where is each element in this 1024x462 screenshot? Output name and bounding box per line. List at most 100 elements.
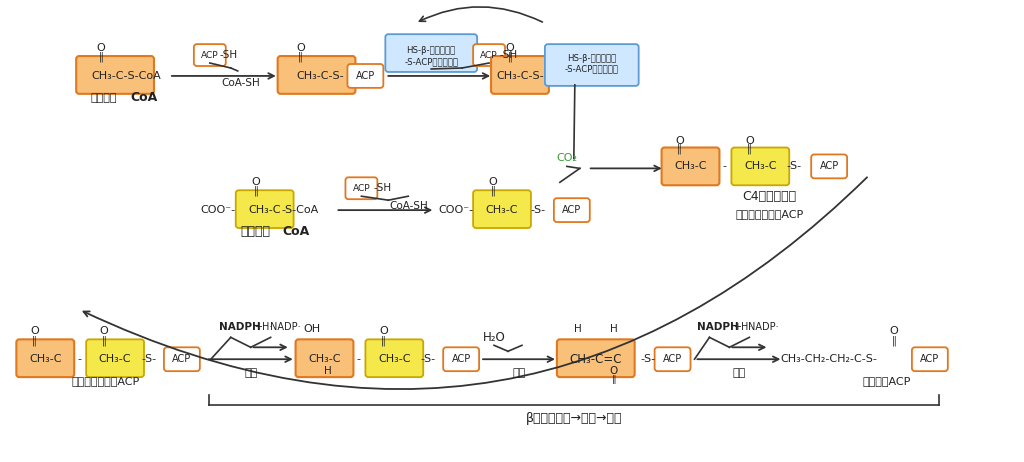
FancyBboxPatch shape	[473, 44, 505, 66]
Text: ACP: ACP	[352, 184, 371, 193]
Text: ACP: ACP	[172, 354, 191, 364]
Text: CH₃-C: CH₃-C	[249, 205, 281, 215]
Text: -S-: -S-	[786, 161, 802, 171]
FancyBboxPatch shape	[347, 64, 383, 88]
FancyBboxPatch shape	[557, 340, 635, 377]
Text: -S-ACPシンターゼ: -S-ACPシンターゼ	[565, 65, 618, 73]
FancyBboxPatch shape	[16, 340, 74, 377]
Text: CO₂: CO₂	[556, 153, 578, 164]
FancyBboxPatch shape	[86, 340, 144, 377]
FancyBboxPatch shape	[806, 340, 959, 377]
Text: ACP: ACP	[452, 354, 471, 364]
FancyBboxPatch shape	[492, 56, 549, 94]
FancyBboxPatch shape	[554, 198, 590, 222]
Text: -S-CoA: -S-CoA	[282, 205, 319, 215]
Text: NADP·: NADP·	[270, 322, 301, 333]
Text: CoA: CoA	[130, 91, 158, 104]
Text: -S-ACPシンターゼ: -S-ACPシンターゼ	[404, 58, 458, 67]
Text: CoA: CoA	[282, 225, 309, 238]
Text: NADP·: NADP·	[748, 322, 778, 333]
Text: O: O	[609, 366, 617, 376]
Text: -: -	[356, 354, 360, 364]
Text: O: O	[506, 43, 514, 53]
Text: CH₃-C=C: CH₃-C=C	[569, 353, 622, 366]
FancyBboxPatch shape	[662, 147, 720, 185]
Text: O: O	[251, 177, 260, 187]
Text: O: O	[379, 326, 388, 336]
Text: β酸化は酸化→水和→酸化: β酸化は酸化→水和→酸化	[525, 413, 623, 426]
FancyBboxPatch shape	[473, 190, 531, 228]
Text: +H·: +H·	[733, 322, 752, 333]
Text: 脱水: 脱水	[512, 368, 525, 378]
FancyBboxPatch shape	[385, 34, 477, 72]
FancyBboxPatch shape	[912, 347, 948, 371]
Text: ‖: ‖	[298, 52, 303, 62]
FancyBboxPatch shape	[366, 340, 423, 377]
Text: ‖: ‖	[32, 335, 37, 346]
Text: ‖: ‖	[677, 143, 682, 154]
Text: NADPH: NADPH	[697, 322, 739, 333]
Text: 還元: 還元	[733, 368, 746, 378]
FancyBboxPatch shape	[545, 44, 639, 86]
Text: -S-: -S-	[530, 205, 546, 215]
Text: CoA-SH: CoA-SH	[221, 78, 260, 88]
Text: マロニル: マロニル	[241, 225, 270, 238]
FancyBboxPatch shape	[654, 347, 690, 371]
Text: H: H	[610, 324, 617, 334]
FancyBboxPatch shape	[443, 347, 479, 371]
Text: +H·: +H·	[255, 322, 272, 333]
Text: -SH: -SH	[374, 183, 391, 193]
Text: H: H	[324, 366, 332, 376]
Text: ‖: ‖	[381, 335, 386, 346]
Text: CH₃-C: CH₃-C	[485, 205, 518, 215]
Text: HS-β-ケトアシル: HS-β-ケトアシル	[567, 54, 616, 62]
Text: O: O	[30, 326, 39, 336]
FancyBboxPatch shape	[296, 340, 353, 377]
FancyBboxPatch shape	[194, 44, 225, 66]
FancyBboxPatch shape	[76, 56, 154, 94]
Text: CH₃-C: CH₃-C	[99, 354, 131, 364]
Text: CH₃-C: CH₃-C	[308, 354, 341, 364]
Text: O: O	[745, 135, 754, 146]
Text: NADPH: NADPH	[219, 322, 260, 333]
FancyBboxPatch shape	[278, 56, 355, 94]
Text: O: O	[890, 326, 898, 336]
Text: アセトアセチルACP: アセトアセチルACP	[735, 209, 804, 219]
Text: O: O	[675, 135, 684, 146]
FancyBboxPatch shape	[345, 177, 378, 199]
Text: -: -	[722, 161, 726, 171]
Text: -S-: -S-	[141, 354, 157, 364]
Text: -S-: -S-	[640, 354, 655, 364]
Text: O: O	[296, 43, 305, 53]
Text: ブチリルACP: ブチリルACP	[863, 376, 911, 386]
Text: COO⁻-: COO⁻-	[438, 205, 473, 215]
Text: ACP: ACP	[480, 50, 498, 60]
Text: -: -	[77, 354, 81, 364]
Text: ACP: ACP	[921, 354, 939, 364]
Text: CH₃-CH₂-CH₂-C-S-: CH₃-CH₂-CH₂-C-S-	[780, 354, 878, 364]
Text: CH₃-C-S-: CH₃-C-S-	[497, 71, 544, 81]
Text: 還元: 還元	[244, 368, 257, 378]
Text: ACP: ACP	[355, 71, 375, 81]
Text: ‖: ‖	[98, 52, 103, 62]
Text: ‖: ‖	[490, 186, 496, 196]
Text: O: O	[96, 43, 105, 53]
Text: ‖: ‖	[746, 143, 752, 154]
Text: O: O	[99, 326, 109, 336]
Text: CH₃-C-S-: CH₃-C-S-	[297, 71, 344, 81]
Text: アセトアセチルACP: アセトアセチルACP	[72, 376, 140, 386]
FancyBboxPatch shape	[811, 154, 847, 178]
Text: -S-: -S-	[421, 354, 436, 364]
Text: O: O	[488, 177, 498, 187]
Text: ‖: ‖	[253, 186, 258, 196]
Text: ‖: ‖	[611, 375, 616, 383]
Text: ACP: ACP	[663, 354, 682, 364]
FancyBboxPatch shape	[236, 190, 294, 228]
Text: H: H	[573, 324, 582, 334]
Text: ‖: ‖	[101, 335, 106, 346]
Text: ‖: ‖	[508, 52, 512, 62]
Text: アセチル: アセチル	[91, 93, 118, 103]
Text: CoA-SH: CoA-SH	[389, 201, 428, 211]
Text: CH₃-C: CH₃-C	[674, 161, 707, 171]
Text: CH₃-C: CH₃-C	[744, 161, 776, 171]
